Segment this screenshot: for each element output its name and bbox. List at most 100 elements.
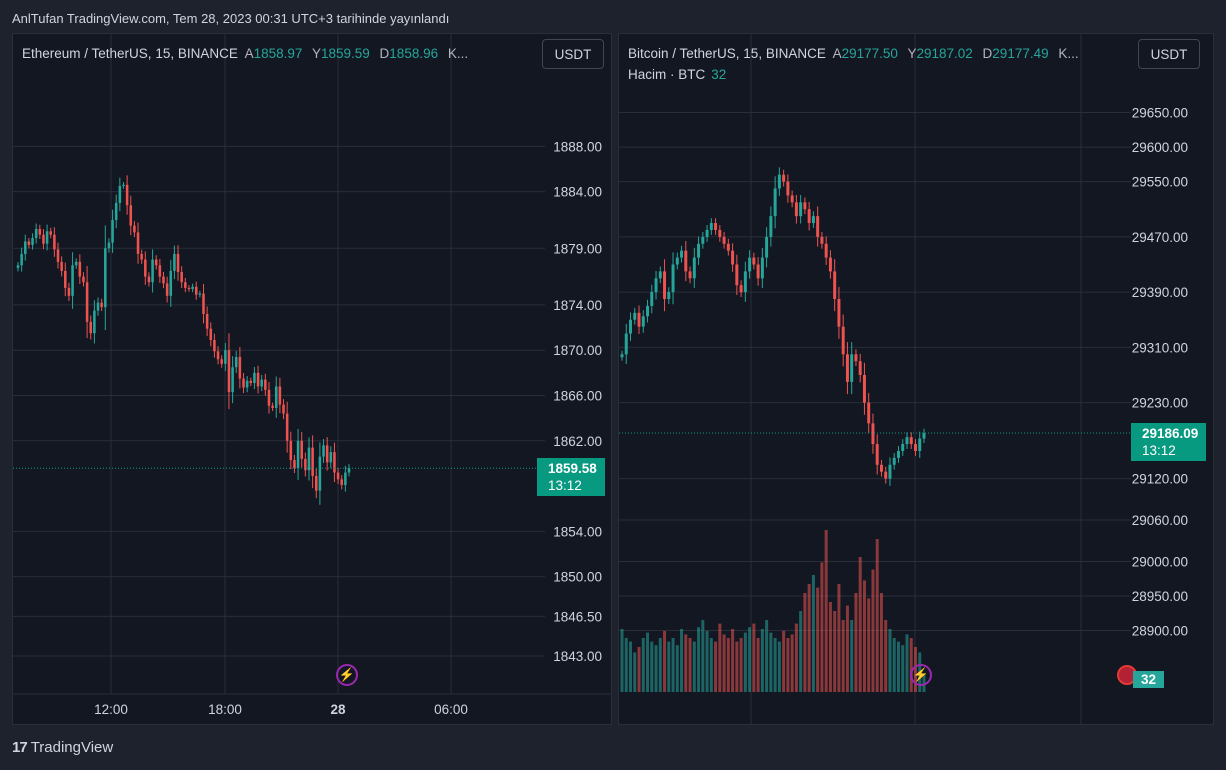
btc-volume-bar-61 (879, 593, 883, 692)
eth-candle-body-54 (213, 340, 216, 352)
btc-volume-bar-48 (824, 530, 828, 692)
btc-candle-body-15 (684, 250, 688, 272)
btc-volume-bar-47 (820, 562, 824, 692)
eth-candle-body-18 (82, 276, 85, 283)
btc-candle-body-11 (667, 292, 671, 300)
btc-volume-bar-12 (671, 638, 675, 692)
eth-candle-body-28 (118, 185, 122, 203)
eth-last-price-tag: 1859.58 13:12 (537, 458, 605, 496)
btc-volume-bar-52 (841, 620, 845, 692)
eth-candle-body-1 (20, 253, 23, 266)
btc-candle-body-19 (701, 236, 705, 244)
eth-y-tick-3: 1874.00 (553, 298, 602, 313)
eth-chart-pane[interactable]: 1888.00 1884.00 1879.00 1874.00 1870.00 1866.… (12, 33, 612, 725)
btc-candle-body-63 (888, 464, 892, 479)
btc-d-label: D (982, 46, 993, 61)
eth-candle-body-84 (322, 445, 325, 457)
btc-candle-body-43 (803, 202, 807, 210)
eth-candle-body-62 (242, 378, 245, 388)
eth-candle-body-9 (49, 231, 53, 235)
btc-candle-body-13 (675, 257, 679, 265)
btc-candle-body-23 (718, 229, 722, 237)
btc-candle-body-29 (743, 271, 747, 293)
eth-candle-body-79 (304, 458, 307, 471)
footer-brand[interactable]: 17 TradingView (12, 739, 113, 756)
btc-volume-bar-15 (684, 634, 688, 692)
btc-candle-body-52 (841, 326, 845, 355)
btc-volume-bar-21 (709, 638, 713, 692)
btc-candle-body-1 (624, 333, 628, 355)
btc-volume-bar-42 (799, 611, 803, 692)
btc-candle-body-70 (918, 438, 922, 451)
btc-candle-body-25 (726, 243, 730, 251)
btc-candle-body-54 (850, 354, 854, 382)
btc-volume-bar-36 (773, 638, 777, 692)
btc-volume-bar-2 (629, 641, 632, 692)
eth-candle-body-91 (347, 467, 351, 473)
btc-chart-pane[interactable]: 29650.00 29600.00 29550.00 29470.00 29390.00… (618, 33, 1214, 725)
eth-k-label: K... (447, 46, 469, 61)
btc-volume-bar-10 (663, 630, 667, 692)
btc-candle-body-33 (760, 257, 764, 279)
eth-candle-body-86 (329, 452, 333, 463)
btc-lightning-icon[interactable]: ⚡ (910, 664, 932, 686)
eth-candle-body-53 (209, 328, 213, 340)
eth-candle-body-40 (162, 276, 165, 284)
btc-candle-body-45 (811, 216, 815, 224)
btc-volume-bar-50 (833, 611, 837, 692)
eth-candle-body-45 (180, 272, 183, 283)
btc-candle-body-18 (697, 243, 701, 258)
btc-candle-body-41 (794, 202, 798, 217)
btc-volume-bar-56 (858, 557, 862, 692)
btc-candle-body-55 (854, 354, 858, 362)
btc-currency-button[interactable]: USDT (1138, 39, 1200, 69)
btc-last-price: 29186.09 (1142, 426, 1199, 441)
btc-volume-bar-1 (624, 638, 628, 692)
btc-volume-bar-51 (837, 584, 841, 692)
eth-candle-body-4 (31, 238, 34, 245)
btc-candle-body-10 (663, 271, 667, 300)
btc-volume-bar-54 (850, 620, 854, 692)
eth-lightning-icon[interactable]: ⚡ (336, 664, 358, 686)
btc-volume-bar-20 (705, 630, 709, 692)
eth-candle-body-37 (151, 259, 154, 283)
btc-candlestick-chart[interactable]: 29650.00 29600.00 29550.00 29470.00 29390.00… (619, 34, 1214, 725)
btc-candle-body-56 (858, 361, 862, 375)
btc-volume-bar-33 (760, 629, 764, 692)
btc-candle-body-49 (828, 257, 832, 272)
btc-y-tick-2: 29550.00 (1132, 175, 1188, 190)
btc-d-value: 29177.49 (992, 46, 1049, 61)
eth-symbol[interactable]: Ethereum / TetherUS, 15, BINANCE (22, 46, 238, 61)
eth-d-value: 1858.96 (389, 46, 439, 61)
btc-volume-bar-43 (803, 593, 807, 692)
eth-candle-body-46 (184, 282, 187, 288)
eth-candle-body-87 (333, 452, 336, 473)
eth-candle-body-25 (107, 242, 111, 249)
eth-candlestick-chart[interactable]: 1888.00 1884.00 1879.00 1874.00 1870.00 1866.… (13, 34, 612, 725)
btc-volume-bar-27 (735, 641, 739, 692)
eth-candle-body-5 (34, 229, 38, 239)
tradingview-brand: TradingView (30, 739, 114, 756)
eth-candle-body-33 (136, 232, 140, 254)
btc-candle-body-59 (871, 423, 875, 445)
eth-candle-body-65 (253, 372, 256, 384)
btc-symbol[interactable]: Bitcoin / TetherUS, 15, BINANCE (628, 46, 826, 61)
eth-candle-body-16 (74, 261, 78, 266)
eth-candle-body-21 (93, 310, 96, 334)
eth-candle-body-27 (114, 202, 118, 220)
eth-currency-button[interactable]: USDT (542, 39, 604, 69)
btc-candle-body-44 (807, 209, 811, 224)
eth-candle-body-74 (285, 413, 289, 441)
btc-candle-body-69 (914, 444, 917, 451)
eth-candle-body-29 (122, 184, 125, 186)
btc-y-tick-0: 29650.00 (1132, 106, 1188, 121)
btc-volume-bar-18 (697, 627, 701, 692)
eth-candle-body-7 (42, 234, 45, 244)
eth-candle-body-59 (231, 367, 234, 393)
eth-candle-body-66 (256, 372, 260, 387)
btc-countdown: 13:12 (1142, 443, 1176, 458)
btc-volume-legend[interactable]: Hacim · BTC 32 (628, 67, 726, 82)
eth-y-tick-0: 1888.00 (553, 139, 602, 154)
eth-candle-body-13 (64, 270, 67, 288)
btc-volume-bar-58 (867, 598, 871, 692)
